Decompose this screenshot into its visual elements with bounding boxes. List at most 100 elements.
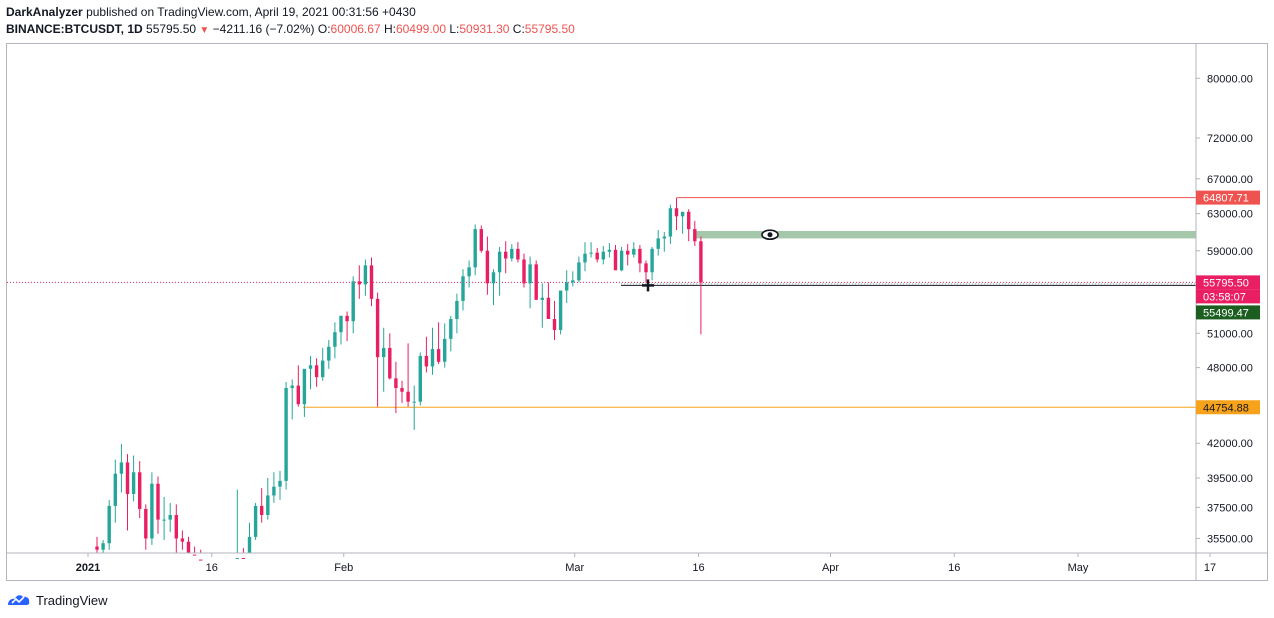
tradingview-brand[interactable]: TradingView [36,592,108,608]
price-label-bg [1196,190,1260,205]
candle [693,220,697,246]
x-tick-label: Mar [565,562,584,574]
chart-frame[interactable] [6,43,1268,581]
candle [497,246,502,296]
candle-body [369,265,374,299]
candle [516,242,520,263]
candle-body [528,264,532,284]
icon-layer [642,229,779,292]
x-tick-label: Apr [822,562,839,574]
candle-body [363,265,368,285]
candle-body [241,557,246,559]
candle-body [388,347,392,379]
candle [95,536,99,553]
candle [632,242,636,258]
price-label-text: 03:58:07 [1203,291,1246,303]
price-label-support: 44754.88 [1196,400,1260,415]
candle-body [650,248,654,273]
candle-body [95,546,99,550]
candle-body [302,368,307,405]
symbol-info: BINANCE:BTCUSDT, 1D 55795.50 ▼ −4211.16 … [6,21,575,39]
candle [125,454,130,531]
level-layer [7,197,1196,408]
candle-layer [95,197,703,561]
candle-body [424,355,429,367]
y-tick-label: 35500.00 [1207,533,1253,545]
candle-body [101,543,105,550]
candle-body [558,290,563,330]
candle [302,368,307,417]
price-label-text: 64807.71 [1203,193,1249,205]
candle-body [186,541,191,553]
candle-body [473,229,477,268]
x-tick-label: 17 [1204,562,1216,574]
x-tick-label: May [1068,562,1089,574]
price-label-text: 55499.47 [1203,307,1249,319]
candle [266,477,270,520]
candle-body [260,505,264,516]
candle-body [644,263,648,273]
symbol-label[interactable]: BINANCE:BTCUSDT, 1D [6,22,143,36]
x-tick-label: Feb [334,562,353,574]
candle-body [382,347,386,358]
candle [528,256,532,309]
author-name[interactable]: DarkAnalyzer [6,5,83,19]
low-value: 50931.30 [459,22,510,36]
candle [406,343,410,407]
x-tick-label: 16 [692,562,704,574]
tradingview-logo-icon[interactable] [6,593,32,607]
published-text: published on TradingView.com, April 19, … [86,5,416,19]
candle [546,282,551,320]
down-arrow-icon: ▼ [199,25,210,36]
price-label-bg [1196,275,1260,290]
candle [455,293,459,334]
candle-body [522,259,526,284]
candle [162,496,166,541]
candle-body [180,538,185,542]
candle-body [510,248,514,259]
candle [180,530,185,550]
candle-body [107,505,111,544]
candle-body [113,473,117,506]
price-label-bg [1196,305,1260,320]
candle [668,204,673,245]
candle-body [601,251,605,260]
candle-body [192,554,197,556]
candle [613,245,618,271]
candle-body [638,248,642,264]
close-value: 55795.50 [524,22,575,36]
candle [644,260,648,283]
candle [491,269,496,306]
candle-body [345,315,349,322]
candle [168,502,172,533]
price-label-last: 55795.50 [1196,275,1260,290]
candle-body [327,346,331,361]
candle [571,271,575,287]
y-tick-label: 63000.00 [1207,209,1253,221]
candle [113,459,117,523]
candle-body [693,229,697,242]
candle [430,327,435,375]
candle [150,472,154,545]
candle-body [138,472,142,509]
price-label-text: 44754.88 [1203,402,1249,414]
y-tick-label: 37500.00 [1207,502,1253,514]
candle-body [552,319,557,330]
eye-pupil [767,232,773,238]
candle-body [546,297,551,320]
candle [601,245,605,265]
candle-body [668,208,673,237]
candle-body [540,297,544,300]
candle [284,381,288,490]
candle-body [144,508,148,539]
candle [534,260,538,300]
candle [687,209,691,242]
candle-body [125,462,130,494]
candle [375,292,380,407]
candle-body [583,253,587,263]
price-label-pivot: 55499.47 [1196,305,1260,320]
candle-body [436,349,441,362]
candle-body [168,515,172,520]
candle [131,455,136,502]
